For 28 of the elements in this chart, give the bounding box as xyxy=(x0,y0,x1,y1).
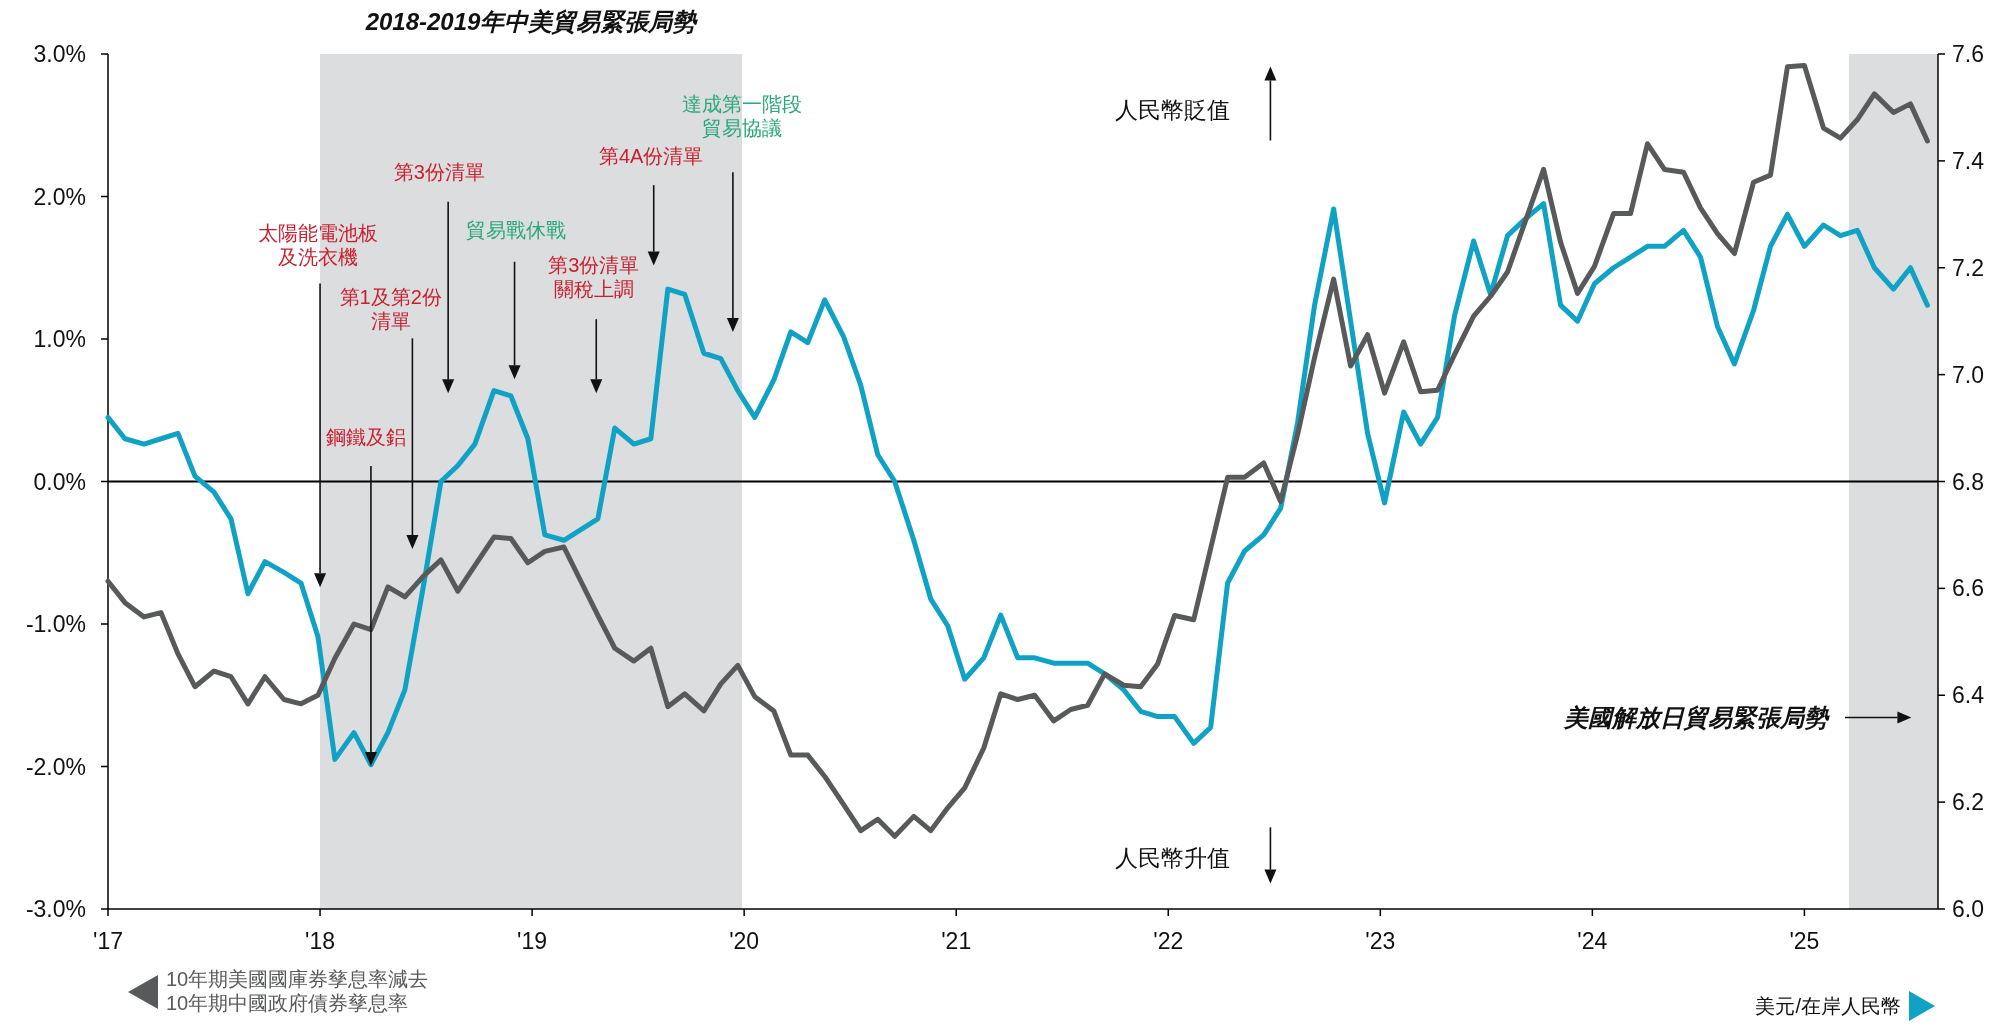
y2-tick-label: 6.6 xyxy=(1952,575,1984,602)
x-tick-label: '25 xyxy=(1789,928,1820,954)
legend-label: 美元/在岸人民幣 xyxy=(1755,995,1901,1017)
y2-tick-label: 6.4 xyxy=(1952,682,1985,709)
band-label: 2018-2019年中美貿易緊張局勢 xyxy=(364,8,699,35)
x-tick-label: '22 xyxy=(1153,928,1184,954)
y2-tick-label: 6.8 xyxy=(1952,468,1984,495)
y-tick-label: -1.0% xyxy=(25,611,86,637)
band-label: 美國解放日貿易緊張局勢 xyxy=(1563,703,1831,731)
x-tick-label: '20 xyxy=(729,928,760,954)
x-tick-label: '23 xyxy=(1365,928,1396,954)
y-tick-label: -3.0% xyxy=(25,896,86,922)
y-tick-label: 0.0% xyxy=(33,468,86,495)
y-tick-label: 2.0% xyxy=(33,183,86,210)
x-tick-label: '17 xyxy=(93,928,123,954)
y2-tick-label: 6.0 xyxy=(1952,896,1984,922)
y-tick-label: 3.0% xyxy=(33,41,86,67)
x-tick-label: '24 xyxy=(1577,928,1608,954)
y2-tick-label: 6.2 xyxy=(1952,789,1984,816)
y2-tick-label: 7.2 xyxy=(1952,254,1984,281)
y-tick-label: -2.0% xyxy=(25,753,86,780)
x-tick-label: '18 xyxy=(305,928,336,954)
y-tick-label: 1.0% xyxy=(33,326,86,352)
y2-tick-label: 7.0 xyxy=(1952,361,1984,388)
y2-tick-label: 7.6 xyxy=(1952,41,1984,67)
x-tick-label: '21 xyxy=(941,928,972,954)
x-tick-label: '19 xyxy=(517,928,548,954)
y2-tick-label: 7.4 xyxy=(1952,147,1985,174)
